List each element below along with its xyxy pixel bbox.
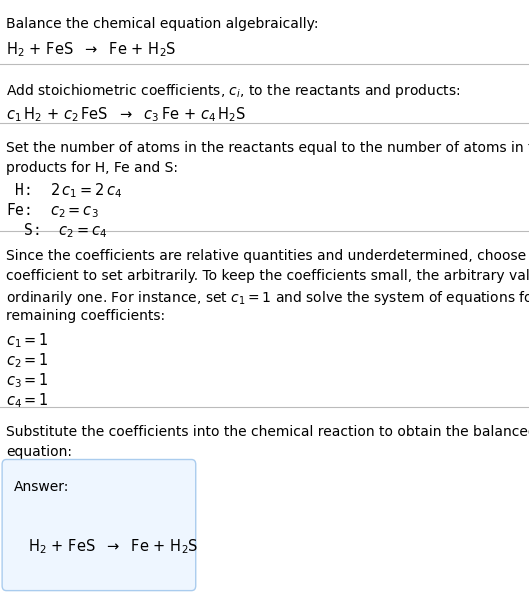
- Text: $\mathrm{H_2}$ + FeS  $\rightarrow$  Fe + $\mathrm{H_2S}$: $\mathrm{H_2}$ + FeS $\rightarrow$ Fe + …: [6, 40, 177, 59]
- Text: $c_2 = 1$: $c_2 = 1$: [6, 351, 49, 370]
- Text: Since the coefficients are relative quantities and underdetermined, choose a: Since the coefficients are relative quan…: [6, 249, 529, 263]
- Text: products for H, Fe and S:: products for H, Fe and S:: [6, 161, 178, 175]
- Text: equation:: equation:: [6, 445, 72, 459]
- Text: Set the number of atoms in the reactants equal to the number of atoms in the: Set the number of atoms in the reactants…: [6, 141, 529, 155]
- Text: $c_4 = 1$: $c_4 = 1$: [6, 391, 49, 410]
- Text: S:  $c_2 = c_4$: S: $c_2 = c_4$: [6, 221, 108, 240]
- Text: Balance the chemical equation algebraically:: Balance the chemical equation algebraica…: [6, 17, 319, 31]
- Text: $\mathrm{H_2}$ + FeS  $\rightarrow$  Fe + $\mathrm{H_2S}$: $\mathrm{H_2}$ + FeS $\rightarrow$ Fe + …: [28, 537, 198, 556]
- Text: H:  $2\,c_1 = 2\,c_4$: H: $2\,c_1 = 2\,c_4$: [6, 181, 123, 200]
- Text: remaining coefficients:: remaining coefficients:: [6, 309, 166, 323]
- Text: Substitute the coefficients into the chemical reaction to obtain the balanced: Substitute the coefficients into the che…: [6, 425, 529, 439]
- Text: ordinarily one. For instance, set $c_1 = 1$ and solve the system of equations fo: ordinarily one. For instance, set $c_1 =…: [6, 289, 529, 307]
- Text: Fe:  $c_2 = c_3$: Fe: $c_2 = c_3$: [6, 201, 99, 220]
- Text: Add stoichiometric coefficients, $c_i$, to the reactants and products:: Add stoichiometric coefficients, $c_i$, …: [6, 82, 461, 100]
- FancyBboxPatch shape: [2, 459, 196, 591]
- Text: coefficient to set arbitrarily. To keep the coefficients small, the arbitrary va: coefficient to set arbitrarily. To keep …: [6, 269, 529, 283]
- Text: $c_1 = 1$: $c_1 = 1$: [6, 331, 49, 350]
- Text: Answer:: Answer:: [14, 480, 70, 493]
- Text: $c_3 = 1$: $c_3 = 1$: [6, 371, 49, 390]
- Text: $c_1\,\mathrm{H_2}$ + $c_2\,$FeS  $\rightarrow$  $c_3\,$Fe + $c_4\,\mathrm{H_2S}: $c_1\,\mathrm{H_2}$ + $c_2\,$FeS $\right…: [6, 105, 247, 124]
